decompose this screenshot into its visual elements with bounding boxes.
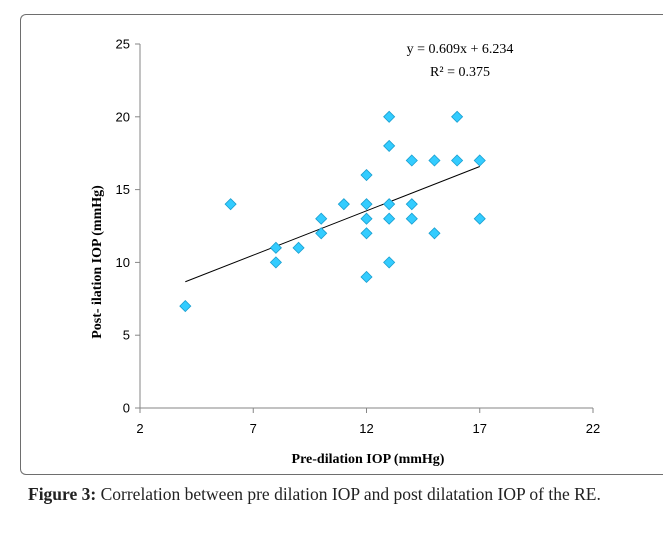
- data-point: [292, 241, 305, 254]
- data-point: [405, 154, 418, 167]
- y-tick-label: 5: [123, 328, 130, 343]
- data-point: [360, 212, 373, 225]
- trendline: [185, 166, 480, 283]
- data-point: [383, 110, 396, 123]
- data-point: [269, 241, 282, 254]
- x-tick-label: 17: [473, 421, 487, 436]
- figure-caption: Figure 3: Correlation between pre dilati…: [28, 481, 658, 507]
- x-tick-label: 7: [250, 421, 257, 436]
- x-axis-title: Pre-dilation IOP (mmHg): [292, 452, 445, 467]
- data-point: [451, 110, 464, 123]
- data-point: [360, 227, 373, 240]
- y-axis-title: Post- ilation IOP (mmHg): [90, 185, 105, 339]
- data-point: [269, 256, 282, 269]
- y-tick-label: 20: [116, 109, 130, 124]
- figure-frame: [20, 14, 663, 475]
- data-point: [315, 212, 328, 225]
- data-point: [473, 212, 486, 225]
- y-tick-label: 15: [116, 182, 130, 197]
- data-point: [383, 198, 396, 211]
- data-point: [179, 300, 192, 313]
- data-point: [451, 154, 464, 167]
- caption-text: Correlation between pre dilation IOP and…: [96, 484, 601, 504]
- x-tick-label: 12: [359, 421, 373, 436]
- x-tick-label: 2: [136, 421, 143, 436]
- data-point: [360, 168, 373, 182]
- y-tick-label: 10: [116, 255, 130, 270]
- data-point: [428, 154, 441, 167]
- y-tick-label: 25: [116, 37, 130, 52]
- trendline-equation: y = 0.609x + 6.234: [407, 42, 514, 57]
- data-point: [383, 212, 396, 225]
- data-point: [224, 198, 237, 211]
- data-point: [383, 139, 396, 152]
- x-tick-label: 22: [586, 421, 600, 436]
- y-tick-label: 0: [123, 401, 130, 416]
- data-point: [360, 198, 373, 211]
- data-point: [428, 227, 441, 240]
- chart-axes: 0 5 10 15 20 25 2 7 12 17 22: [116, 37, 601, 437]
- scatter-chart: 0 5 10 15 20 25 2 7 12 17 22 y = 0.609x + 6.234 R²…: [90, 37, 601, 468]
- data-point: [360, 270, 373, 284]
- data-point: [337, 198, 350, 211]
- data-point: [405, 212, 418, 225]
- trendline-group: [185, 166, 480, 283]
- data-points: [179, 110, 486, 313]
- data-point: [383, 256, 396, 269]
- data-point: [315, 227, 328, 240]
- figure-label: Figure 3:: [28, 484, 97, 504]
- data-point: [473, 154, 486, 167]
- r-squared-label: R² = 0.375: [430, 65, 490, 80]
- data-point: [405, 198, 418, 211]
